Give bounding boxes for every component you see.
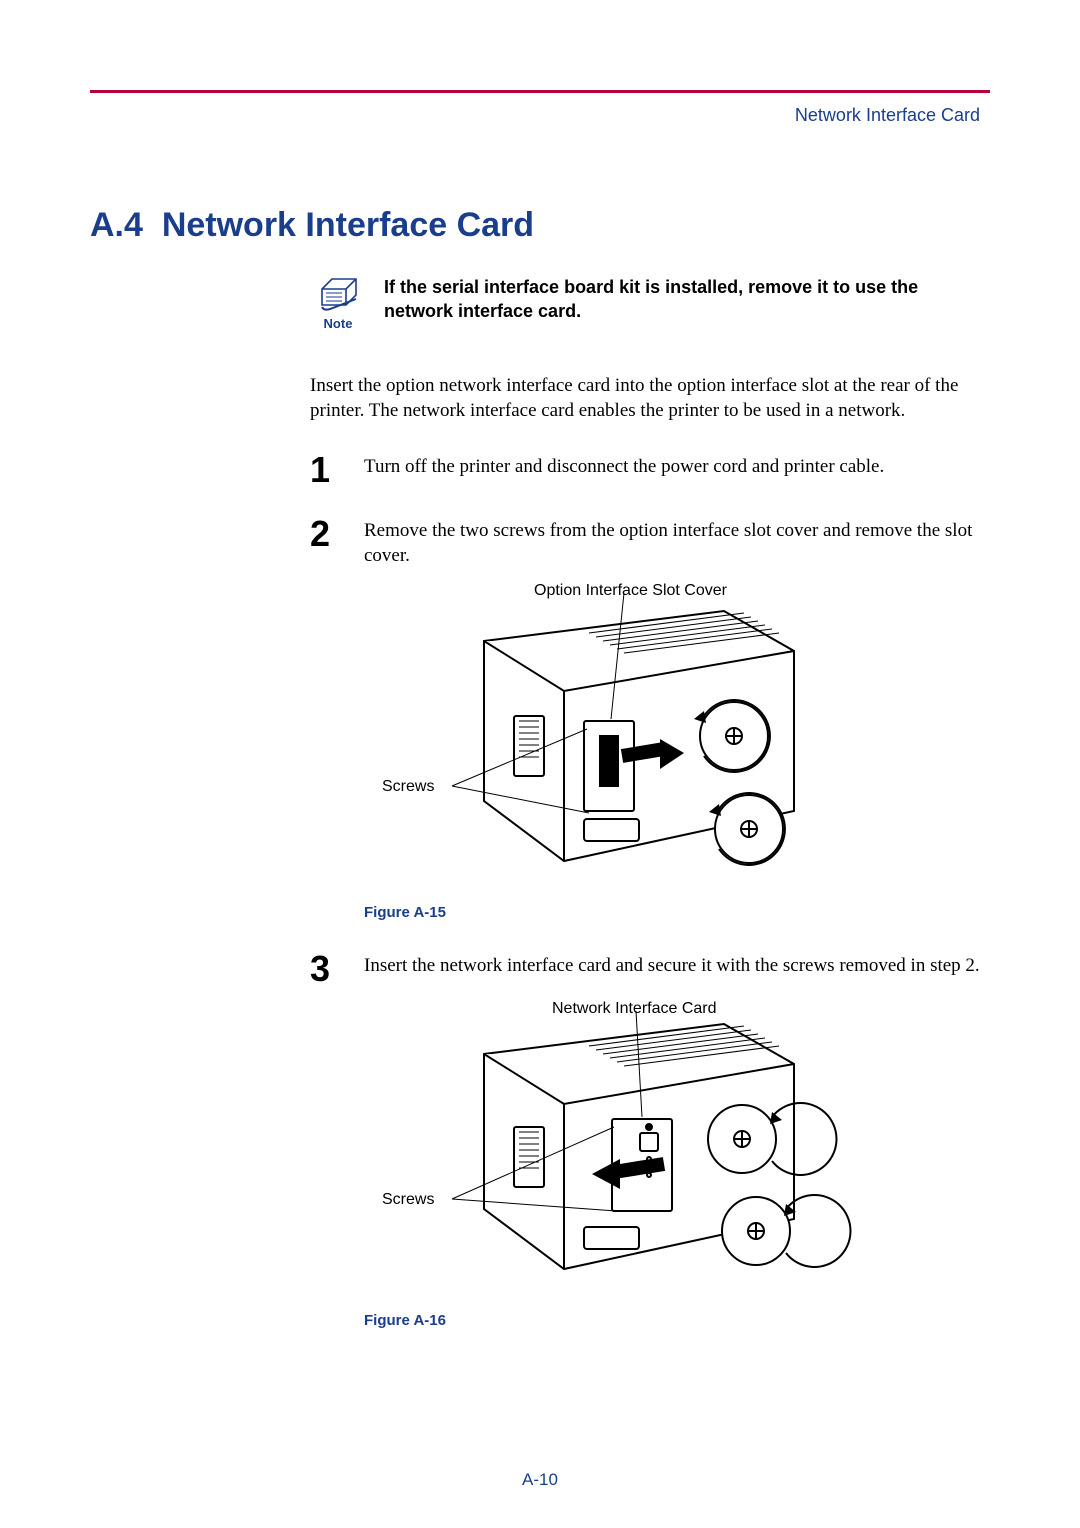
fig1-top-label: Option Interface Slot Cover xyxy=(534,582,728,599)
figure-a15: Option Interface Slot Cover Screws Figur… xyxy=(364,581,980,923)
step-number: 2 xyxy=(310,516,346,552)
step-2: 2 Remove the two screws from the option … xyxy=(310,516,980,569)
running-header: Network Interface Card xyxy=(90,105,990,126)
top-rule xyxy=(90,90,990,93)
note-icon: Note xyxy=(310,275,366,333)
intro-paragraph: Insert the option network interface card… xyxy=(310,373,980,424)
fig2-top-label: Network Interface Card xyxy=(552,1000,717,1017)
section-number: A.4 xyxy=(90,206,143,244)
diagram-a16: Network Interface Card Screws xyxy=(364,999,864,1289)
page-number: A-10 xyxy=(0,1470,1080,1490)
fig2-left-label: Screws xyxy=(382,1191,434,1208)
step-text: Insert the network interface card and se… xyxy=(364,951,980,979)
step-text: Turn off the printer and disconnect the … xyxy=(364,452,980,480)
step-text: Remove the two screws from the option in… xyxy=(364,516,980,569)
fig1-left-label: Screws xyxy=(382,778,434,795)
section-heading: A.4 Network Interface Card xyxy=(90,206,990,245)
note-text: If the serial interface board kit is ins… xyxy=(384,275,980,324)
page: Network Interface Card A.4 Network Inter… xyxy=(0,0,1080,1528)
diagram-a15: Option Interface Slot Cover Screws xyxy=(364,581,864,881)
step-number: 1 xyxy=(310,452,346,488)
note-label: Note xyxy=(310,315,366,333)
section-title-text: Network Interface Card xyxy=(162,206,534,244)
figure-a16: Network Interface Card Screws Figure A-1… xyxy=(364,999,980,1331)
figure-caption: Figure A-16 xyxy=(364,1311,980,1331)
note-block: Note If the serial interface board kit i… xyxy=(310,275,980,333)
figure-caption: Figure A-15 xyxy=(364,903,980,923)
step-3: 3 Insert the network interface card and … xyxy=(310,951,980,987)
step-number: 3 xyxy=(310,951,346,987)
content-column: Note If the serial interface board kit i… xyxy=(310,275,980,1331)
step-1: 1 Turn off the printer and disconnect th… xyxy=(310,452,980,488)
